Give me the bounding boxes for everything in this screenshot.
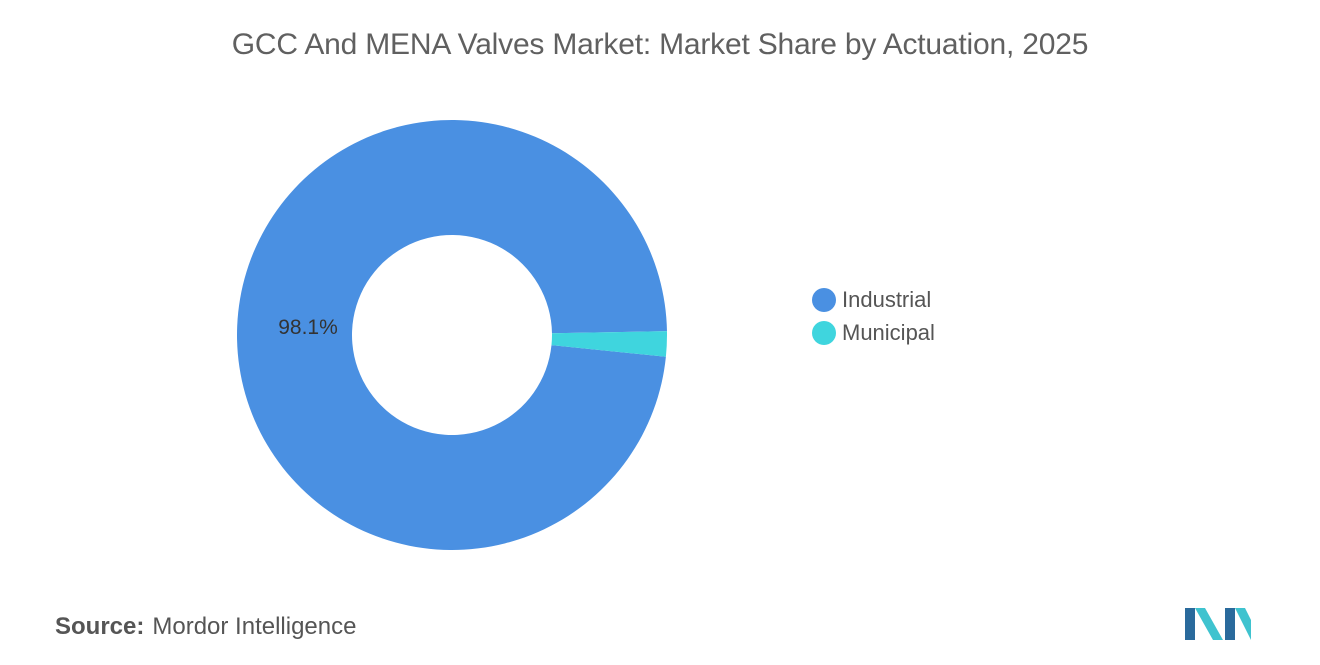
source-label: Source: — [55, 613, 145, 640]
donut-slice-industrial[interactable] — [237, 120, 667, 550]
legend-swatch-municipal — [812, 320, 836, 345]
legend-label-municipal: Municipal — [842, 319, 935, 345]
legend-swatch-industrial — [812, 287, 836, 312]
legend-label-industrial: Industrial — [842, 286, 932, 312]
chart-title: GCC And MENA Valves Market: Market Share… — [231, 28, 1089, 61]
legend-item-industrial[interactable]: Industrial — [812, 283, 935, 316]
source-note: Source: Mordor Intelligence — [55, 613, 356, 641]
data-label-industrial: 98.1% — [278, 316, 338, 339]
legend: Industrial Municipal — [812, 283, 935, 349]
legend-item-municipal[interactable]: Municipal — [812, 316, 935, 349]
source-text: Mordor Intelligence — [152, 613, 357, 640]
donut-slice-municipal[interactable] — [551, 331, 667, 357]
mordor-intelligence-logo-icon — [1185, 608, 1251, 640]
